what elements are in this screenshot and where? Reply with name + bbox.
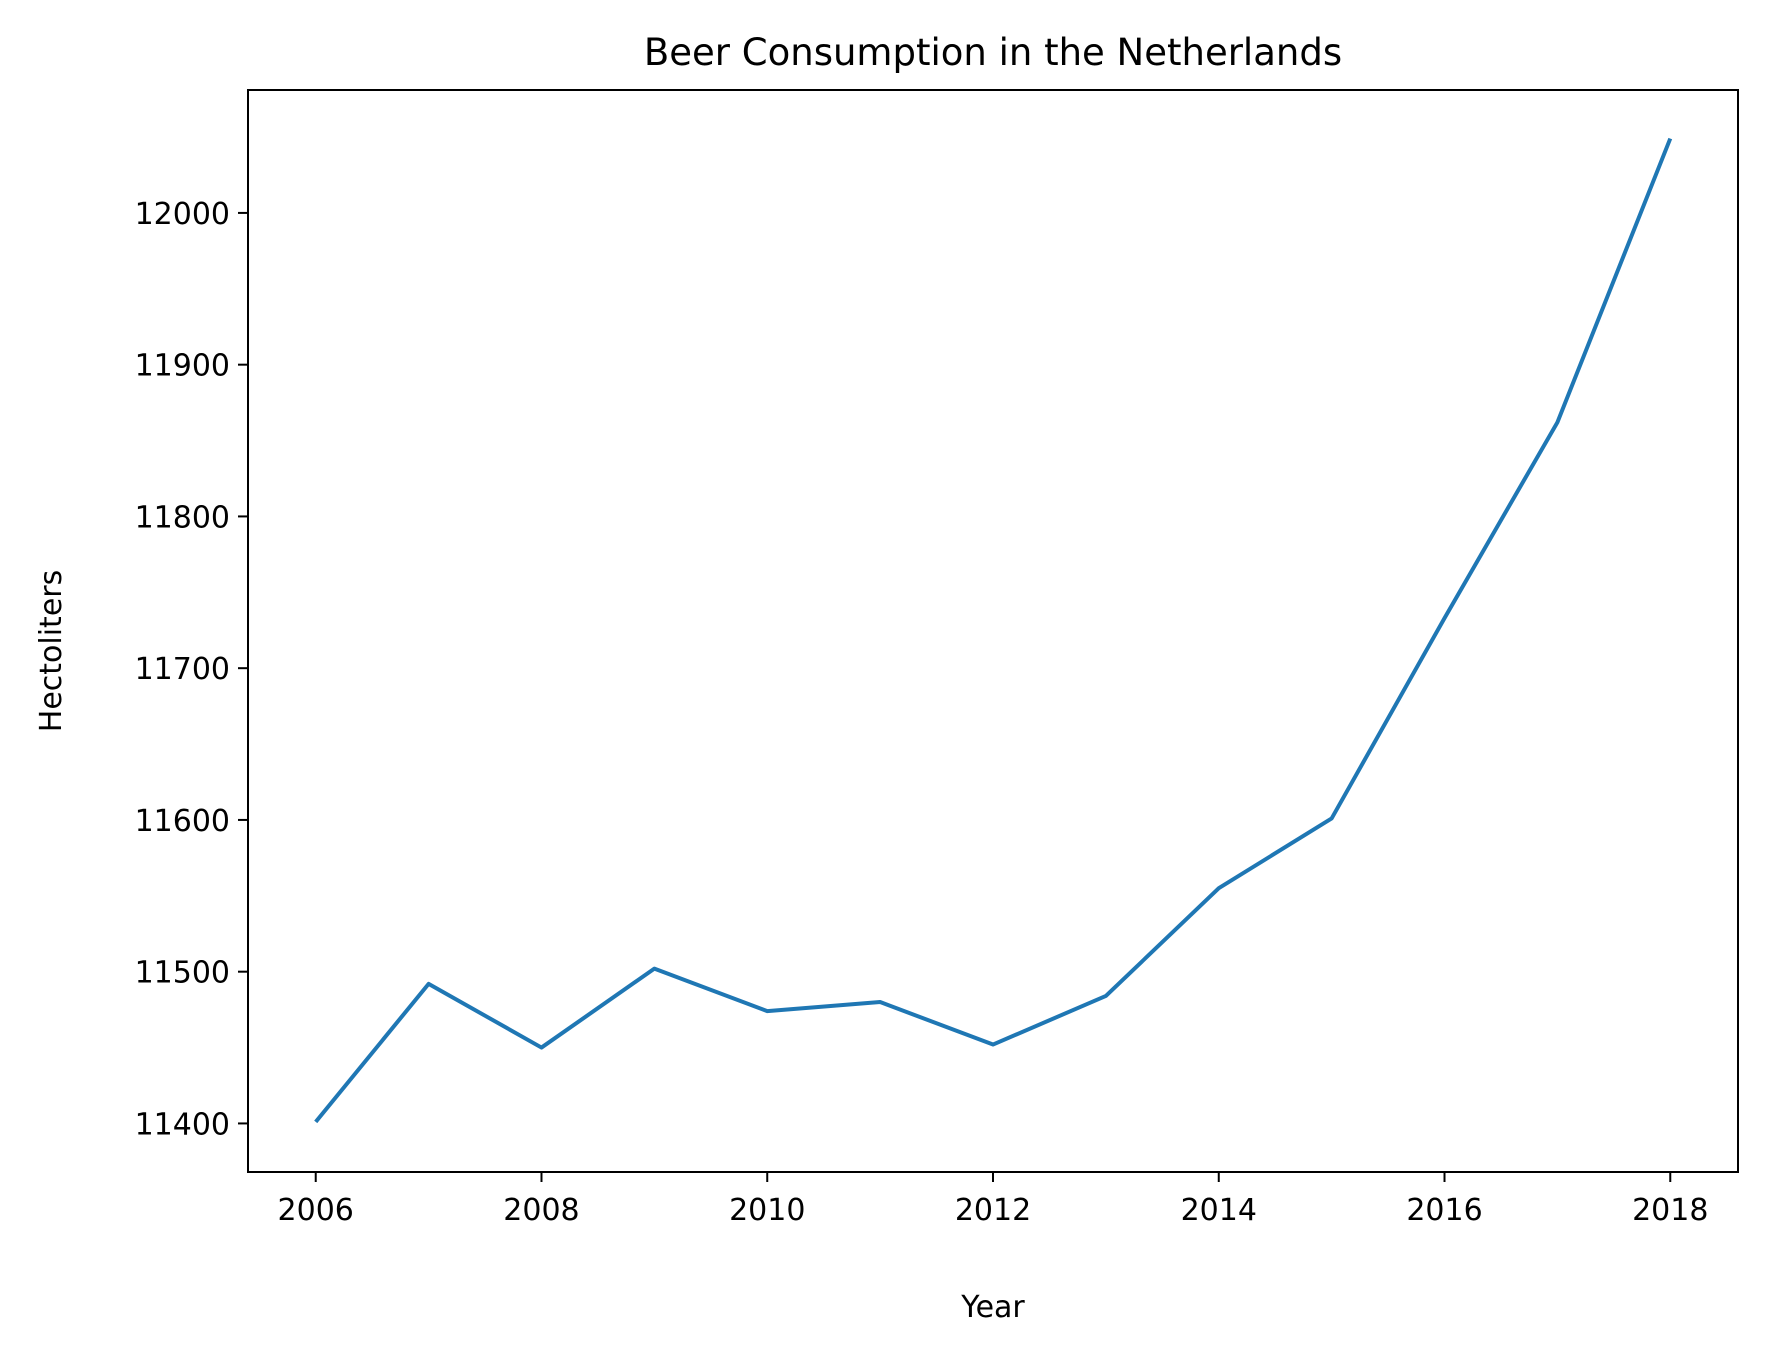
y-tick-label: 11600 — [135, 804, 230, 839]
y-tick-label: 11500 — [135, 956, 230, 991]
y-tick-label: 11400 — [135, 1107, 230, 1142]
series-line — [314, 137, 1673, 1124]
y-tick-label: 11900 — [135, 349, 230, 384]
x-tick-label: 2012 — [955, 1193, 1031, 1228]
plot-area — [314, 137, 1673, 1124]
x-tick-label: 2018 — [1632, 1193, 1708, 1228]
x-tick-label: 2016 — [1406, 1193, 1482, 1228]
y-tick-label: 12000 — [135, 197, 230, 232]
x-tick-label: 2006 — [278, 1193, 354, 1228]
y-tick-label: 11800 — [135, 500, 230, 535]
x-axis-label: Year — [960, 1290, 1025, 1325]
y-tick-label: 11700 — [135, 652, 230, 687]
x-axis-ticks: 2006 2008 2010 2012 2014 2016 2018 — [278, 1172, 1708, 1228]
x-tick-label: 2010 — [729, 1193, 805, 1228]
y-axis-ticks: 11400 11500 11600 11700 11800 11900 12000 — [135, 197, 248, 1142]
axes-frame — [247, 89, 1739, 1173]
chart-title: Beer Consumption in the Netherlands — [644, 31, 1342, 74]
y-axis-label: Hectoliters — [34, 570, 69, 732]
x-tick-label: 2014 — [1181, 1193, 1257, 1228]
x-tick-label: 2008 — [503, 1193, 579, 1228]
